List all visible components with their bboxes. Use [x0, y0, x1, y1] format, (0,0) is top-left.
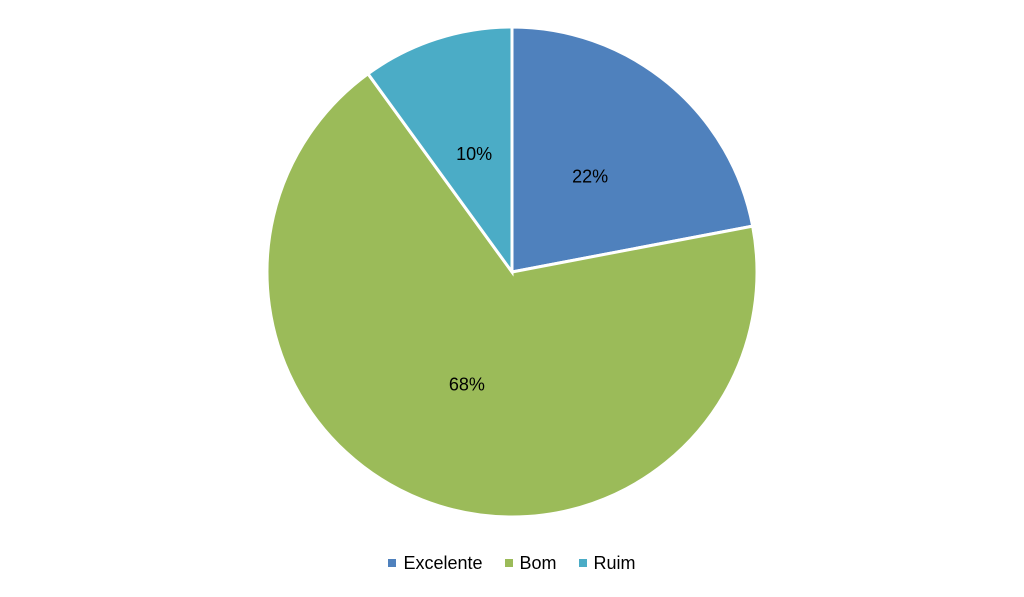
legend-item: Ruim — [578, 552, 636, 574]
legend-label: Ruim — [593, 552, 636, 573]
legend-label: Bom — [519, 552, 557, 573]
legend-swatch — [388, 559, 397, 567]
pie-slice — [365, 25, 514, 277]
pie-slice — [510, 25, 755, 274]
data-label: 68% — [449, 375, 485, 395]
legend-item: Bom — [504, 552, 557, 574]
legend-item: Excelente — [388, 552, 483, 574]
legend-swatch — [504, 559, 513, 567]
data-label: 22% — [572, 166, 608, 186]
data-label: 10% — [456, 144, 492, 164]
legend-swatch — [578, 559, 587, 567]
pie-slice — [265, 71, 759, 519]
legend-label: Excelente — [403, 552, 483, 573]
legend: Excelente Bom Ruim — [0, 550, 1024, 576]
